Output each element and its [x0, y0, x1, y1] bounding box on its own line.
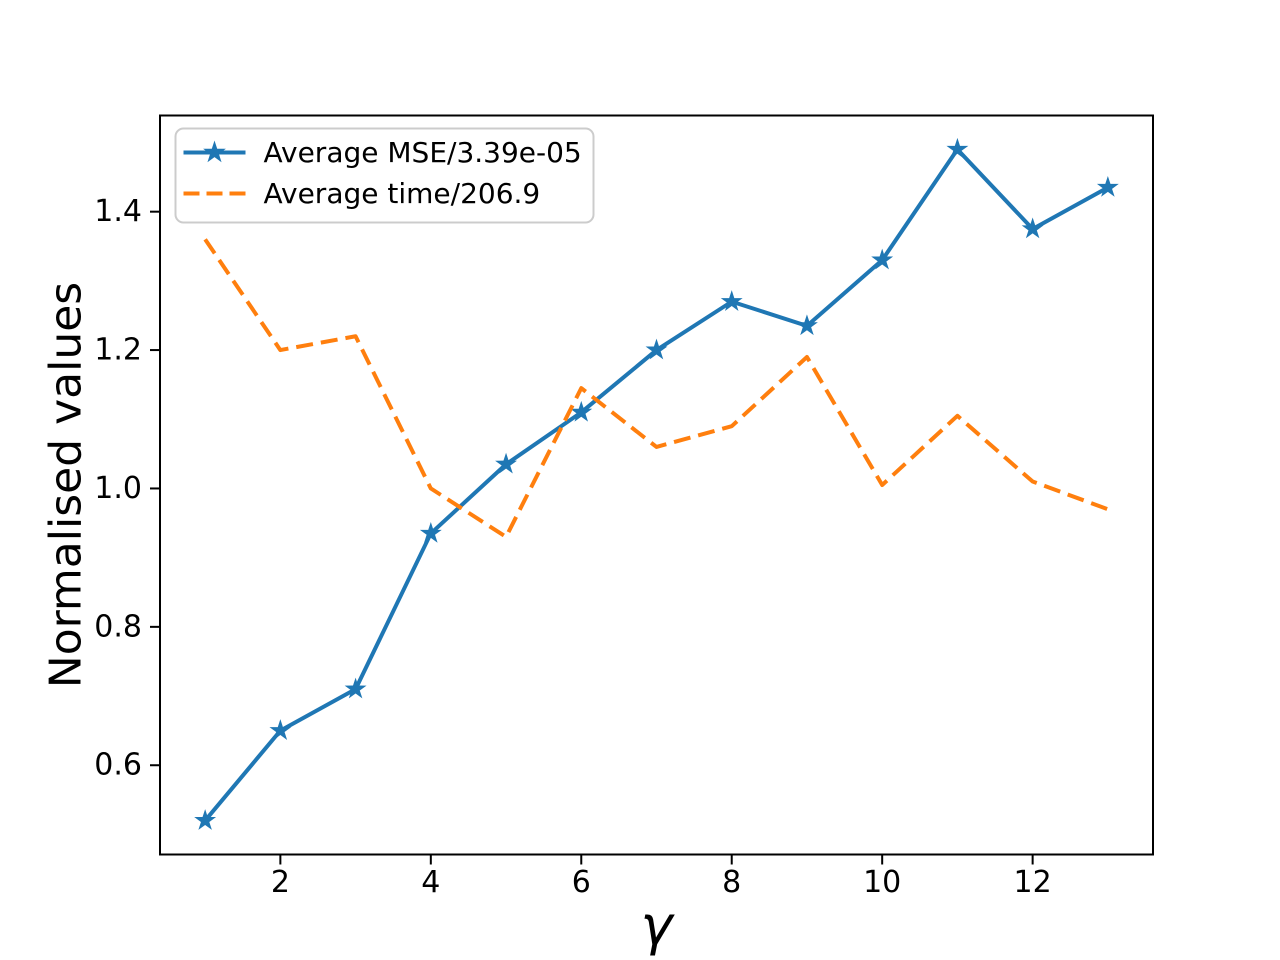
- y-tick-label: 0.8: [94, 609, 142, 644]
- star-marker: [269, 719, 292, 740]
- y-tick-label: 1.2: [94, 333, 142, 368]
- legend-label: Average time/206.9: [264, 177, 541, 210]
- legend-box: [174, 127, 595, 224]
- star-marker: [871, 248, 894, 270]
- star-marker: [796, 314, 818, 336]
- series-line-average-mse-3-39e-05: [203, 147, 1109, 822]
- x-tick-label: 10: [863, 865, 901, 900]
- star-marker: [570, 400, 593, 422]
- star-marker: [419, 521, 442, 543]
- x-tick-label: 8: [722, 865, 741, 900]
- star-marker: [1021, 217, 1044, 239]
- star-marker: [495, 452, 517, 474]
- star-marker: [645, 338, 668, 360]
- y-tick-label: 1.0: [94, 471, 142, 506]
- star-marker: [720, 290, 743, 311]
- y-axis: 0.6 0.8 1.0 1.2 1.4: [94, 194, 159, 783]
- legend-entry-average-time-206-9: Average time/206.9: [183, 177, 541, 210]
- star-marker: [1096, 175, 1119, 197]
- star-marker: [946, 137, 969, 159]
- series-average-mse-3-39e-05: [194, 137, 1119, 830]
- x-axis-label: γ: [641, 894, 676, 957]
- series-average-time-206-9: [203, 238, 1109, 539]
- x-axis: 2 4 6 8 10 12: [271, 855, 1052, 900]
- y-tick-label: 0.6: [94, 748, 142, 783]
- y-tick-label: 1.4: [94, 194, 142, 229]
- x-tick-label: 4: [421, 865, 440, 900]
- x-tick-label: 12: [1014, 865, 1052, 900]
- y-axis-label: Normalised values: [41, 282, 92, 688]
- legend-star-marker: [203, 140, 226, 163]
- legend-label: Average MSE/3.39e-05: [264, 136, 582, 169]
- series-line-average-time-206-9: [203, 238, 1109, 539]
- x-tick-label: 6: [572, 865, 591, 900]
- star-marker: [344, 677, 367, 699]
- star-marker: [194, 809, 217, 830]
- legend: Average MSE/3.39e-05 Average time/206.9: [174, 127, 595, 224]
- x-tick-label: 2: [271, 865, 290, 900]
- plot-area-frame: [159, 114, 1154, 856]
- legend-entry-average-mse-3-39e-05: Average MSE/3.39e-05: [183, 136, 582, 169]
